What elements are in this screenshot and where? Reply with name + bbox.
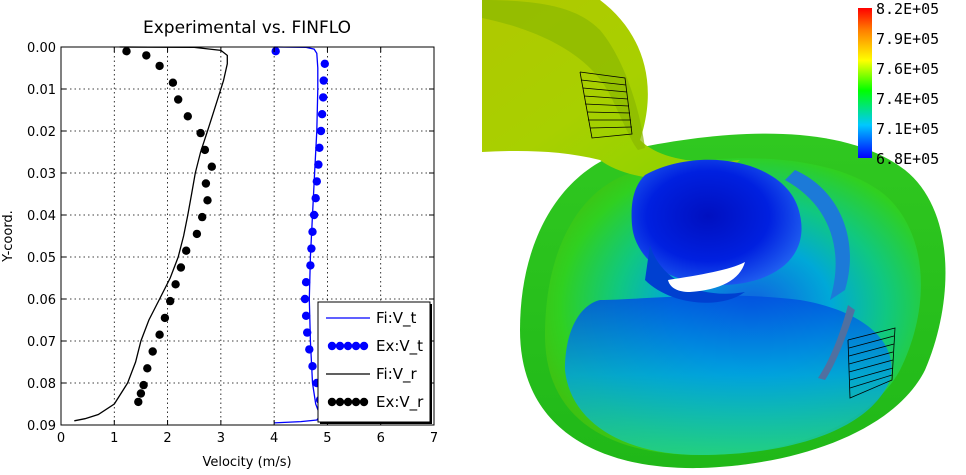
- data-point-ex-v-t: [311, 194, 320, 203]
- data-point-ex-v-r: [203, 196, 212, 205]
- data-point-ex-v-r: [176, 263, 186, 272]
- colorbar-label: 7.4E+05: [876, 90, 939, 108]
- data-point-ex-v-t: [312, 177, 321, 186]
- data-point-ex-v-t: [301, 278, 311, 287]
- impeller-spiral-inner: [645, 245, 745, 303]
- x-tick-label: 1: [110, 431, 118, 446]
- data-point-ex-v-r: [182, 246, 191, 255]
- y-tick-label: 0.02: [27, 125, 56, 140]
- data-point-ex-v-t: [316, 126, 326, 136]
- velocity-profile-upper: [579, 71, 633, 139]
- data-point-ex-v-r: [142, 51, 151, 60]
- data-point-ex-v-r: [143, 364, 152, 373]
- impeller-core: [631, 159, 802, 285]
- data-point-ex-v-t: [301, 311, 311, 320]
- legend-label: Ex:V_t: [376, 337, 423, 356]
- y-tick-label: 0.08: [27, 377, 56, 392]
- legend-label: Ex:V_r: [376, 393, 424, 412]
- axis-ticks: 0 1 2 3 4 5 6 7 0.00 0.01 0.02 0.03 0.04 0.05 0.06 0.07…: [27, 41, 438, 446]
- pressure-contour-rendering: 8.2E+05 7.9E+05 7.6E+05 7.4E+05 7.1E+05 6.8E+…: [482, 0, 946, 469]
- line-chart: Experimental vs. FINFLO Velocity (m/s) Y…: [1, 18, 438, 470]
- volute-lower-region: [565, 295, 892, 455]
- impeller-spiral-wall: [785, 170, 850, 300]
- y-tick-label: 0.05: [27, 251, 56, 266]
- data-point-ex-v-r: [148, 347, 157, 356]
- colorbar-label: 8.2E+05: [876, 0, 939, 18]
- chart-title: Experimental vs. FINFLO: [143, 18, 351, 38]
- tongue-wall: [818, 305, 855, 380]
- data-point-ex-v-t: [305, 345, 314, 354]
- data-point-ex-v-t: [319, 93, 328, 102]
- x-tick-label: 4: [270, 431, 278, 446]
- y-tick-label: 0.04: [27, 209, 56, 224]
- data-point-ex-v-t: [309, 210, 319, 220]
- data-point-ex-v-r: [160, 313, 170, 323]
- colorbar: [858, 8, 872, 158]
- data-point-ex-v-t: [271, 47, 280, 56]
- data-point-ex-v-t: [319, 76, 328, 85]
- y-tick-label: 0.03: [27, 167, 56, 182]
- velocity-profile-lower: [847, 327, 896, 399]
- data-point-ex-v-t: [314, 160, 323, 169]
- data-point-ex-v-r: [198, 212, 207, 222]
- data-point-ex-v-t: [303, 328, 312, 337]
- data-point-ex-v-r: [200, 145, 210, 155]
- x-tick-label: 5: [323, 431, 331, 446]
- colorbar-labels: 8.2E+05 7.9E+05 7.6E+05 7.4E+05 7.1E+05 6.8E+…: [876, 0, 939, 168]
- legend: Fi:V_t Ex:V_t Fi:V_r Ex:V_r: [317, 301, 432, 424]
- data-point-ex-v-r: [168, 78, 178, 87]
- legend-label: Fi:V_r: [376, 365, 418, 384]
- colorbar-label: 6.8E+05: [876, 150, 939, 168]
- x-tick-label: 3: [217, 431, 225, 446]
- y-tick-label: 0.01: [27, 83, 56, 98]
- data-point-ex-v-r: [136, 389, 146, 398]
- x-axis-label: Velocity (m/s): [202, 455, 291, 470]
- x-tick-label: 0: [57, 431, 65, 446]
- data-point-ex-v-r: [196, 128, 205, 138]
- data-point-ex-v-t: [320, 59, 329, 68]
- x-tick-label: 7: [430, 431, 438, 446]
- data-point-ex-v-r: [171, 280, 180, 289]
- series-line-fi-v-r: [74, 46, 228, 422]
- legend-label: Fi:V_t: [376, 309, 417, 328]
- data-point-ex-v-r: [134, 397, 143, 407]
- data-point-ex-v-t: [308, 362, 317, 371]
- data-point-ex-v-r: [139, 380, 148, 390]
- data-point-ex-v-r: [183, 112, 192, 121]
- data-point-ex-v-r: [174, 95, 183, 104]
- inlet-pipe-top: [482, 0, 645, 150]
- colorbar-label: 7.6E+05: [876, 60, 939, 78]
- y-tick-label: 0.07: [27, 335, 56, 350]
- data-point-ex-v-r: [207, 162, 216, 171]
- plot-frame: [60, 46, 435, 426]
- data-point-ex-v-t: [300, 294, 310, 304]
- data-point-ex-v-t: [317, 110, 327, 119]
- colorbar-label: 7.9E+05: [876, 30, 939, 48]
- data-point-ex-v-r: [155, 61, 164, 71]
- y-tick-label: 0.06: [27, 293, 56, 308]
- y-axis-label: Y-coord.: [1, 210, 16, 263]
- y-tick-label: 0.09: [27, 419, 56, 434]
- data-point-ex-v-t: [308, 227, 317, 236]
- data-point-ex-v-r: [166, 296, 175, 306]
- data-point-ex-v-r: [192, 229, 202, 239]
- data-point-ex-v-r: [122, 47, 131, 56]
- data-point-ex-v-r: [155, 330, 164, 339]
- x-tick-label: 2: [163, 431, 171, 446]
- colorbar-label: 7.1E+05: [876, 120, 939, 138]
- data-point-ex-v-t: [307, 244, 316, 253]
- y-tick-label: 0.00: [27, 41, 56, 56]
- data-point-ex-v-t: [306, 261, 315, 270]
- impeller-opening: [668, 262, 745, 292]
- data-point-ex-v-r: [201, 179, 211, 188]
- x-tick-label: 6: [377, 431, 385, 446]
- data-point-ex-v-t: [315, 143, 324, 152]
